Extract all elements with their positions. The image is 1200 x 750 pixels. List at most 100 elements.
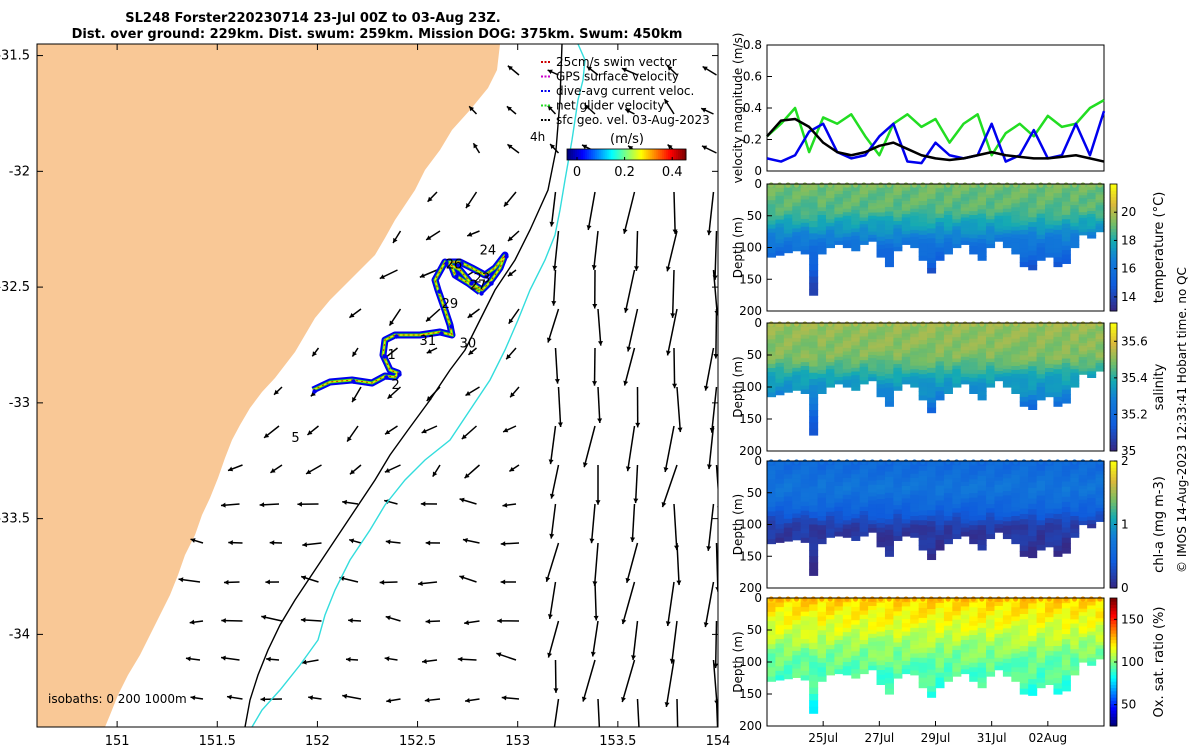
heatmap-cell <box>792 535 802 541</box>
heatmap-cell <box>809 518 819 526</box>
heatmap-cell <box>809 282 819 290</box>
heatmap-cell <box>1078 231 1088 236</box>
velocity-arrow <box>552 230 560 271</box>
arrow-head <box>589 538 595 544</box>
heatmap-cell <box>884 550 894 557</box>
heatmap-cell <box>969 644 979 650</box>
heatmap-cell <box>893 213 903 218</box>
series-line <box>766 99 1105 157</box>
arrow-head <box>220 502 226 508</box>
heatmap-cell <box>1045 465 1055 472</box>
heatmap-cell <box>977 627 987 634</box>
velocity-arrow <box>631 620 639 661</box>
heatmap-cell <box>901 353 911 358</box>
colorbar-cell <box>646 149 649 160</box>
heatmap-cell <box>767 493 777 499</box>
colorbar-cell <box>602 149 606 160</box>
heatmap-cell <box>1028 652 1038 659</box>
heatmap-cell <box>1011 511 1021 517</box>
heatmap-cell <box>876 212 886 218</box>
heatmap-cell <box>1095 349 1105 353</box>
heatmap-cell <box>842 358 852 363</box>
heatmap-cell <box>817 222 827 228</box>
surface-dot <box>1088 321 1094 327</box>
colorbar-cell <box>640 149 643 160</box>
heatmap-cell <box>834 377 844 382</box>
arrow-head <box>421 428 427 434</box>
heatmap-cell <box>817 662 827 668</box>
velocity-arrow <box>189 619 204 625</box>
heatmap-cell <box>792 364 802 369</box>
colorbar-cell <box>1110 339 1117 343</box>
day-label: 24 <box>480 244 497 259</box>
arrow-head <box>506 106 512 112</box>
y-tick-label: 50 <box>747 209 762 223</box>
heatmap-cell <box>1095 333 1105 337</box>
heatmap-cell <box>935 612 945 619</box>
heatmap-cell <box>927 488 937 495</box>
surface-dot <box>1080 182 1086 188</box>
velocity-arrow <box>190 695 204 701</box>
heatmap-cell <box>1087 609 1097 614</box>
heatmap-cell <box>1061 649 1071 656</box>
heatmap-cell <box>834 469 844 475</box>
heatmap-cell <box>842 355 852 360</box>
heatmap-cell <box>893 228 903 233</box>
heatmap-cell <box>775 515 785 521</box>
arrow-head <box>467 231 473 237</box>
heatmap-cell <box>977 544 987 551</box>
arrow-head <box>419 273 425 278</box>
heatmap-cell <box>927 392 937 399</box>
heatmap-cell <box>851 518 861 524</box>
heatmap-cell <box>927 347 937 354</box>
heatmap-cell <box>1002 637 1012 642</box>
heatmap-cell <box>842 465 852 471</box>
heatmap-cell <box>868 613 878 619</box>
heatmap-cell <box>935 632 945 639</box>
heatmap-cell <box>825 670 835 676</box>
heatmap-cell <box>1036 535 1046 541</box>
heatmap-cell <box>893 326 903 332</box>
heatmap-cell <box>1019 476 1029 483</box>
heatmap-cell <box>910 358 920 363</box>
heatmap-cell <box>994 504 1004 510</box>
velocity-arrow <box>703 347 715 391</box>
velocity-arrow <box>553 698 560 727</box>
heatmap-cell <box>943 358 953 363</box>
heatmap-cell <box>876 641 886 647</box>
heatmap-cell <box>767 607 777 613</box>
heatmap-cell <box>834 656 844 662</box>
heatmap-cell <box>851 191 861 196</box>
heatmap-cell <box>851 496 861 502</box>
heatmap-cell <box>1078 200 1088 205</box>
colorbar-tick-label: 50 <box>1121 698 1136 712</box>
velocity-arrow <box>301 659 319 665</box>
heatmap-cell <box>809 467 819 475</box>
heatmap-cell <box>834 494 844 500</box>
heatmap-cell <box>994 206 1004 210</box>
arrow-head <box>635 422 641 428</box>
heatmap-cell <box>1070 602 1080 608</box>
arrow-shaft <box>621 581 636 625</box>
heatmap-cell <box>834 519 844 525</box>
heatmap-cell <box>1095 215 1105 219</box>
heatmap-cell <box>876 355 886 361</box>
surface-dot <box>987 182 993 188</box>
heatmap-cell <box>994 645 1004 651</box>
heatmap-cell <box>1019 387 1029 393</box>
heatmap-cell <box>1078 192 1088 196</box>
heatmap-cell <box>927 263 937 269</box>
arrow-shaft <box>550 464 560 499</box>
heatmap-cell <box>783 665 793 671</box>
heatmap-cell <box>994 633 1004 639</box>
heatmap-cell <box>1053 524 1063 531</box>
heatmap-cell <box>1087 483 1097 488</box>
heatmap-cell <box>1045 252 1055 258</box>
heatmap-cell <box>817 203 827 208</box>
heatmap-cell <box>884 662 894 668</box>
heatmap-cell <box>767 327 777 332</box>
heatmap-cell <box>1011 483 1021 490</box>
heatmap-cell <box>817 465 827 471</box>
heatmap-cell <box>1036 255 1046 261</box>
heatmap-cell <box>1095 357 1105 361</box>
